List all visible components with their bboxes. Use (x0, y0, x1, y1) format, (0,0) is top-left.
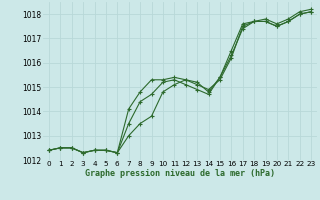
X-axis label: Graphe pression niveau de la mer (hPa): Graphe pression niveau de la mer (hPa) (85, 169, 275, 178)
